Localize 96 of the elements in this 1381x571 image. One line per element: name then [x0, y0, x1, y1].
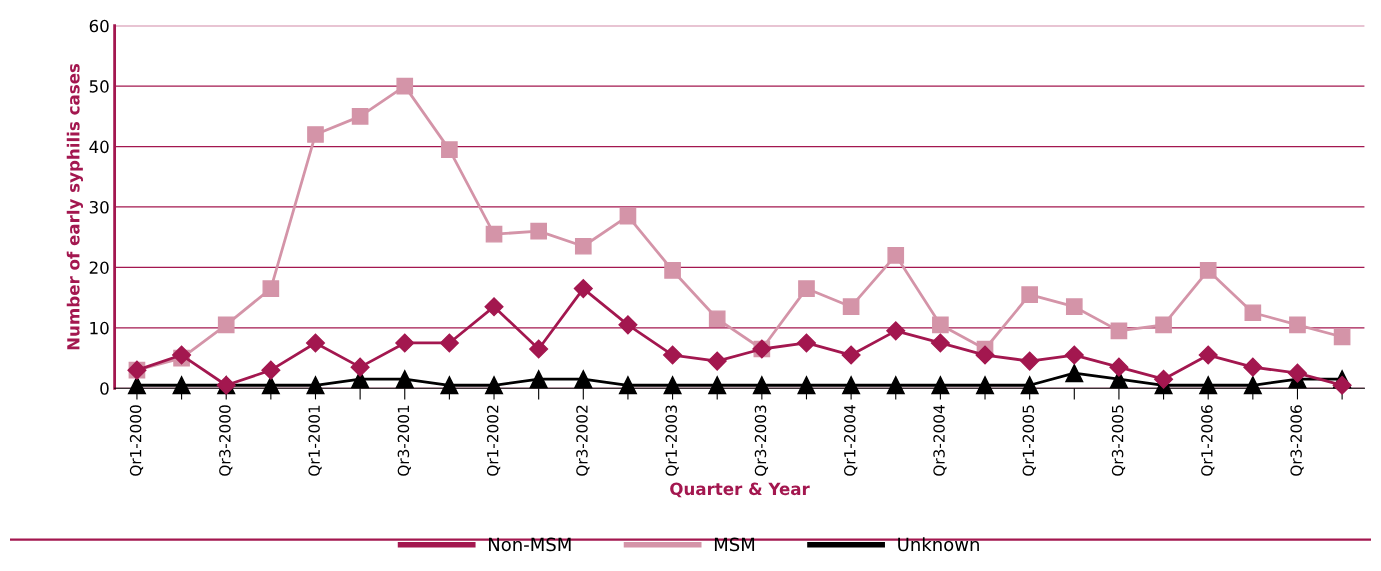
point: [307, 126, 324, 143]
x-tick-label: Qr1-2006: [1201, 405, 1215, 476]
point: [932, 316, 949, 334]
x-tick-label: Qr1-2004: [843, 405, 858, 476]
point: [886, 376, 905, 395]
y-tick-label: 60: [89, 19, 109, 33]
x-tick-label: Qr1-2003: [665, 405, 679, 476]
point: [1021, 286, 1038, 303]
legend-label: Unknown: [898, 537, 979, 552]
point: [484, 297, 504, 317]
point: [1110, 322, 1128, 340]
point: [306, 376, 325, 395]
point: [441, 141, 458, 158]
point: [440, 376, 459, 395]
point: [618, 376, 637, 395]
x-tick-label: Qr3-2006: [1290, 405, 1304, 476]
point: [886, 321, 906, 341]
point: [529, 339, 549, 359]
point: [708, 376, 727, 395]
point: [707, 351, 727, 371]
point: [262, 280, 280, 297]
point: [930, 333, 950, 353]
point: [574, 370, 593, 389]
point: [842, 376, 861, 395]
y-tick-label: 40: [89, 140, 109, 154]
point: [1109, 357, 1129, 377]
y-tick-label: 20: [89, 261, 109, 274]
point: [127, 376, 146, 395]
point: [1155, 316, 1172, 334]
point: [395, 370, 414, 389]
point: [663, 345, 683, 365]
point: [1199, 262, 1217, 279]
y-tick-label: 0: [100, 382, 109, 395]
point: [796, 333, 817, 353]
x-tick-label: Qr3-2002: [576, 405, 590, 476]
point: [351, 108, 369, 125]
point: [708, 310, 726, 328]
point: [305, 333, 326, 353]
point: [797, 376, 816, 395]
point: [485, 225, 503, 243]
point: [1243, 376, 1262, 395]
x-tick-label: Qr3-2004: [933, 405, 947, 476]
y-tick-label: 50: [89, 80, 109, 93]
point: [975, 345, 995, 365]
point: [618, 315, 638, 335]
point: [619, 207, 637, 225]
x-axis-title: Quarter & Year: [670, 482, 810, 498]
point: [931, 376, 950, 395]
x-tick-label: Qr1-2002: [486, 405, 501, 476]
y-tick-label: 10: [90, 321, 109, 335]
x-tick-label: Qr3-2003: [754, 405, 769, 476]
point: [1020, 376, 1039, 395]
point: [1244, 304, 1262, 322]
point: [1332, 375, 1352, 395]
point: [1154, 369, 1174, 389]
point: [574, 237, 592, 255]
point: [1198, 345, 1218, 365]
point: [1020, 351, 1040, 371]
point: [1287, 363, 1308, 383]
point: [350, 357, 370, 377]
point: [530, 222, 547, 240]
x-tick-label: Qr3-2000: [219, 405, 233, 476]
x-tick-label: Qr3-2005: [1111, 405, 1126, 476]
point: [172, 376, 191, 395]
point: [529, 370, 548, 389]
point: [1199, 376, 1218, 395]
point: [1064, 345, 1084, 365]
point: [1333, 328, 1351, 346]
point: [484, 376, 504, 395]
point: [217, 316, 235, 334]
legend-label: MSM: [714, 537, 755, 552]
point: [439, 333, 459, 353]
y-axis-title: Number of early syphilis cases: [66, 63, 83, 350]
point: [798, 280, 815, 297]
point: [752, 376, 771, 395]
point: [1243, 357, 1263, 377]
x-tick-label: Qr1-2001: [308, 405, 322, 476]
point: [261, 360, 281, 380]
legend-label: Non-MSM: [488, 537, 571, 552]
x-tick-label: Qr1-2000: [129, 405, 144, 476]
point: [663, 376, 682, 395]
point: [1065, 298, 1083, 316]
point: [841, 345, 861, 365]
x-tick-label: Qr3-2001: [397, 405, 411, 476]
point: [887, 246, 905, 264]
point: [573, 279, 593, 299]
point: [396, 77, 414, 95]
point: [1289, 316, 1306, 334]
point: [261, 376, 280, 395]
point: [842, 298, 860, 316]
point: [664, 262, 681, 279]
x-tick-label: Qr1-2005: [1022, 405, 1036, 476]
point: [975, 376, 995, 395]
point: [395, 333, 415, 353]
y-tick-label: 30: [89, 200, 109, 214]
point: [1065, 364, 1084, 383]
